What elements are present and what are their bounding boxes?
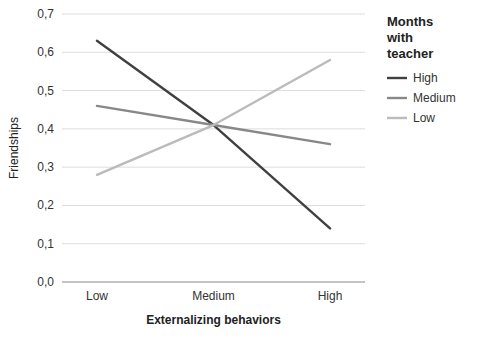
legend-swatch xyxy=(387,117,407,119)
legend-title-line: teacher xyxy=(387,46,433,61)
grid-line xyxy=(62,243,365,244)
y-tick-label: 0,6 xyxy=(37,45,54,59)
legend-title: Monthswithteacher xyxy=(386,14,433,61)
x-tick-label: Medium xyxy=(192,289,235,303)
y-tick-label: 0,1 xyxy=(37,237,54,251)
y-tick-label: 0,4 xyxy=(37,122,54,136)
y-tick-label: 0,5 xyxy=(37,84,54,98)
legend-label: High xyxy=(413,71,438,85)
legend-title-line: Months xyxy=(387,14,433,29)
series-group xyxy=(97,41,330,229)
y-tick-label: 0,0 xyxy=(37,275,54,289)
y-tick-label: 0,3 xyxy=(37,160,54,174)
y-axis-label: Friendships xyxy=(7,117,21,179)
grid-line xyxy=(62,167,365,168)
x-axis-line xyxy=(62,282,365,283)
legend-label: Medium xyxy=(413,91,456,105)
grid xyxy=(62,14,365,282)
grid-line xyxy=(62,128,365,129)
chart-svg: 0,0 0,1 0,2 0,3 0,4 0,5 0,6 0,7 Low Medium High Ext… xyxy=(0,0,500,341)
legend-swatch xyxy=(387,97,407,99)
chart-container: 0,0 0,1 0,2 0,3 0,4 0,5 0,6 0,7 Low Medium High Ext… xyxy=(0,0,500,341)
series-line xyxy=(97,41,330,229)
grid-line xyxy=(62,90,365,91)
y-tick-label: 0,2 xyxy=(37,198,54,212)
x-tick-label: High xyxy=(318,289,343,303)
grid-line xyxy=(62,282,365,283)
legend-swatch xyxy=(387,77,407,79)
series-line xyxy=(97,60,330,175)
x-axis-label: Externalizing behaviors xyxy=(146,313,281,327)
y-tick-label: 0,7 xyxy=(37,7,54,21)
legend: Monthswithteacher High Medium Low xyxy=(386,14,456,125)
grid-line xyxy=(62,14,365,15)
legend-title-line: with xyxy=(386,30,413,45)
legend-label: Low xyxy=(413,111,435,125)
grid-line xyxy=(62,205,365,206)
grid-line xyxy=(62,52,365,53)
x-tick-label: Low xyxy=(86,289,108,303)
